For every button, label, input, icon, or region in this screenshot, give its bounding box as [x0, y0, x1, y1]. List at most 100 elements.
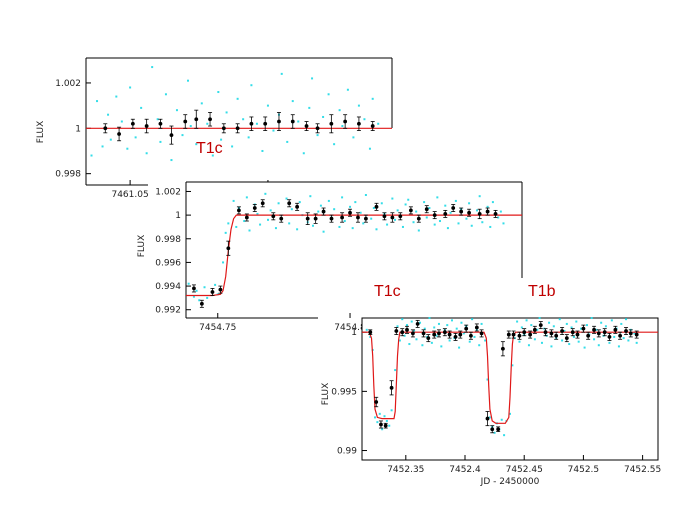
panel-middle-ytick-label: 0.994 — [155, 282, 181, 292]
panel-bottom-raw-point — [622, 337, 625, 340]
panel-middle-binned-point — [260, 201, 265, 206]
panel-top-raw-point — [101, 145, 104, 148]
panel-top-raw-point — [311, 77, 314, 80]
panel-top-binned-point — [263, 121, 268, 126]
panel-middle-binned-point — [287, 201, 292, 206]
panel-top-raw-point — [107, 113, 110, 116]
panel-bottom-raw-point — [635, 341, 638, 344]
panel-middle-xtick-label: 7454.8 — [334, 323, 366, 333]
panel-middle-raw-point — [412, 221, 415, 224]
panel-bottom-binned-point — [442, 330, 447, 335]
panel-middle-raw-point — [380, 202, 383, 205]
panel-middle-raw-point — [372, 207, 375, 210]
panel-top-raw-point — [220, 138, 223, 141]
panel-bottom-binned-point — [411, 331, 415, 336]
panel-bottom-raw-point — [401, 318, 404, 321]
panel-bottom-binned-point — [496, 427, 501, 432]
panel-top-binned-point — [144, 124, 149, 128]
panel-top-raw-point — [266, 104, 269, 107]
panel-bottom-raw-point — [486, 378, 489, 381]
panel-bottom-raw-point — [396, 325, 399, 328]
panel-top-raw-point — [286, 140, 289, 143]
panel-top-raw-point — [134, 136, 137, 139]
panel-bottom-raw-point — [608, 341, 611, 344]
panel-middle-raw-point — [296, 228, 299, 231]
panel-bottom-raw-point — [540, 341, 543, 344]
panel-top-raw-point — [322, 115, 325, 118]
panel-bottom-binned-point — [374, 400, 379, 404]
panel-bottom-raw-point — [413, 330, 416, 333]
panel-middle-raw-point — [309, 195, 312, 198]
panel-top-binned-point — [183, 119, 188, 124]
panel-bottom-binned-point — [575, 332, 580, 337]
panel-middle-ytick-label: 0.992 — [155, 306, 181, 316]
panel-bottom-lightcurve: 1 0.995 0.99 7452.35 7452.4 7452.45 7452.5 745… — [321, 317, 661, 487]
panel-top-binned-point — [221, 126, 226, 131]
panel-bottom-raw-point — [548, 321, 551, 324]
panel-bottom-raw-point — [570, 326, 573, 329]
panel-middle-raw-point — [235, 225, 238, 228]
panel-bottom-raw-point — [435, 334, 438, 337]
panel-bottom-xtick-label: 7452.5 — [568, 465, 600, 475]
panel-middle-binned-point — [398, 214, 403, 219]
panel-top-raw-point — [357, 104, 360, 107]
panel-bottom-raw-point — [593, 338, 596, 341]
panel-top-frame — [86, 58, 392, 185]
panel-middle-raw-point — [206, 296, 209, 299]
panel-middle-binned-point — [382, 214, 387, 219]
panel-bottom-raw-point — [460, 321, 463, 324]
panel-top-raw-point — [297, 120, 300, 123]
panel-top-binned-point — [130, 121, 135, 126]
panel-bottom-binned-point — [437, 331, 441, 336]
panel-top-ytick-label: 1.002 — [55, 79, 81, 89]
panel-bottom-raw-point — [369, 335, 372, 338]
panel-bottom-binned-point — [511, 332, 516, 337]
panel-middle-binned-point — [340, 215, 344, 220]
panel-middle-raw-point — [198, 299, 201, 302]
panel-top-raw-point — [231, 145, 234, 148]
panel-top-raw-point — [327, 93, 330, 96]
panel-middle-raw-point — [341, 196, 344, 199]
panel-middle-binned-point — [329, 216, 334, 221]
panel-middle-binned-point — [390, 215, 395, 220]
panel-bottom-ytick-label: 0.99 — [337, 447, 357, 457]
panel-top-raw-point — [159, 140, 162, 143]
panel-bottom-binned-point — [560, 329, 564, 333]
panel-bottom-binned-point — [517, 333, 522, 338]
panel-bottom-binned-point — [586, 333, 591, 338]
panel-middle-binned-point — [252, 206, 257, 210]
annotation-t1b: T1b — [528, 283, 556, 300]
panel-middle-raw-point — [269, 209, 272, 212]
panel-bottom-xtick-label: 7452.4 — [449, 465, 481, 475]
panel-middle-raw-point — [227, 222, 230, 225]
panel-middle-raw-point — [386, 223, 389, 226]
panel-middle-raw-point — [338, 225, 341, 228]
panel-bottom-binned-point — [522, 330, 527, 335]
panel-middle-binned-point — [192, 286, 196, 291]
panel-middle-binned-point — [313, 216, 318, 221]
panel-middle-raw-point — [375, 228, 378, 231]
panel-middle-binned-point — [459, 209, 464, 214]
panel-bottom-raw-point — [468, 340, 471, 343]
panel-middle-binned-point — [408, 208, 413, 213]
panel-bottom-raw-point — [572, 335, 575, 338]
panel-bottom-xtick-label: 7452.45 — [506, 465, 543, 475]
panel-bottom-raw-point — [617, 345, 620, 348]
panel-bottom-raw-point — [577, 340, 580, 343]
panel-middle-raw-point — [256, 212, 259, 215]
panel-bottom-raw-point — [563, 330, 566, 333]
panel-middle-raw-point — [396, 209, 399, 212]
panel-middle-raw-point — [491, 201, 494, 204]
panel-bottom-raw-point — [568, 343, 571, 346]
panel-middle-xtick-label: 7454.75 — [199, 323, 236, 333]
panel-top-ylabel: FLUX — [36, 121, 46, 144]
panel-top-raw-point — [377, 122, 380, 125]
panel-top-raw-point — [247, 136, 250, 139]
panel-middle-raw-point — [486, 205, 489, 208]
panel-middle-raw-point — [489, 225, 492, 228]
panel-middle-binned-point — [305, 216, 310, 221]
panel-middle-binned-point — [237, 208, 241, 213]
panel-middle-raw-point — [415, 210, 418, 213]
panel-middle-raw-point — [288, 222, 291, 225]
panel-middle-binned-point — [199, 301, 204, 306]
